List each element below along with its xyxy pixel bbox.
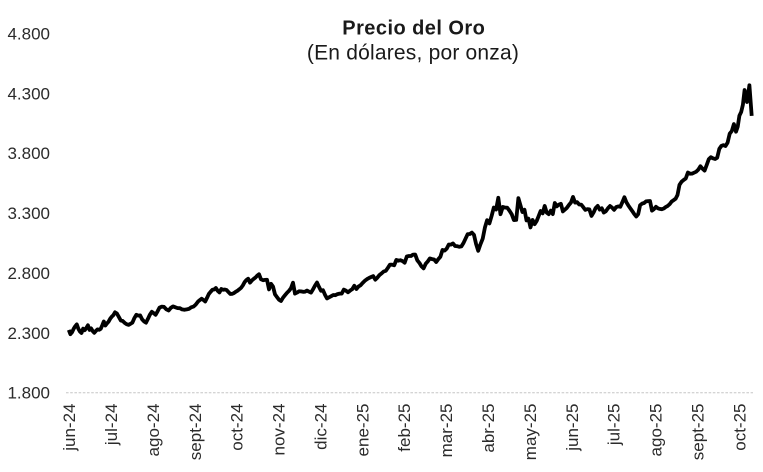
svg-text:Precio del Oro: Precio del Oro bbox=[342, 18, 485, 40]
svg-text:oct-24: oct-24 bbox=[228, 404, 247, 451]
svg-text:4.800: 4.800 bbox=[7, 24, 50, 43]
svg-text:abr-25: abr-25 bbox=[479, 404, 498, 453]
svg-text:ene-25: ene-25 bbox=[353, 404, 372, 457]
svg-text:may-25: may-25 bbox=[521, 404, 540, 461]
svg-text:jun-25: jun-25 bbox=[563, 404, 582, 452]
svg-text:jun-24: jun-24 bbox=[60, 404, 79, 452]
svg-text:nov-24: nov-24 bbox=[270, 404, 289, 456]
svg-text:2.300: 2.300 bbox=[7, 324, 50, 343]
svg-text:4.300: 4.300 bbox=[7, 84, 50, 103]
svg-text:1.800: 1.800 bbox=[7, 384, 50, 403]
svg-text:ago-25: ago-25 bbox=[647, 404, 666, 457]
svg-text:(En dólares, por onza): (En dólares, por onza) bbox=[307, 41, 519, 64]
svg-text:jul-25: jul-25 bbox=[605, 404, 624, 447]
svg-text:3.300: 3.300 bbox=[7, 204, 50, 223]
svg-text:2.800: 2.800 bbox=[7, 264, 50, 283]
svg-text:ago-24: ago-24 bbox=[144, 404, 163, 457]
svg-text:oct-25: oct-25 bbox=[730, 404, 749, 451]
svg-text:mar-25: mar-25 bbox=[437, 404, 456, 458]
svg-text:sept-24: sept-24 bbox=[186, 404, 205, 461]
svg-text:sept-25: sept-25 bbox=[689, 404, 708, 461]
svg-text:dic-24: dic-24 bbox=[311, 404, 330, 450]
svg-text:3.800: 3.800 bbox=[7, 144, 50, 163]
svg-text:feb-25: feb-25 bbox=[395, 404, 414, 452]
svg-text:jul-24: jul-24 bbox=[102, 404, 121, 447]
